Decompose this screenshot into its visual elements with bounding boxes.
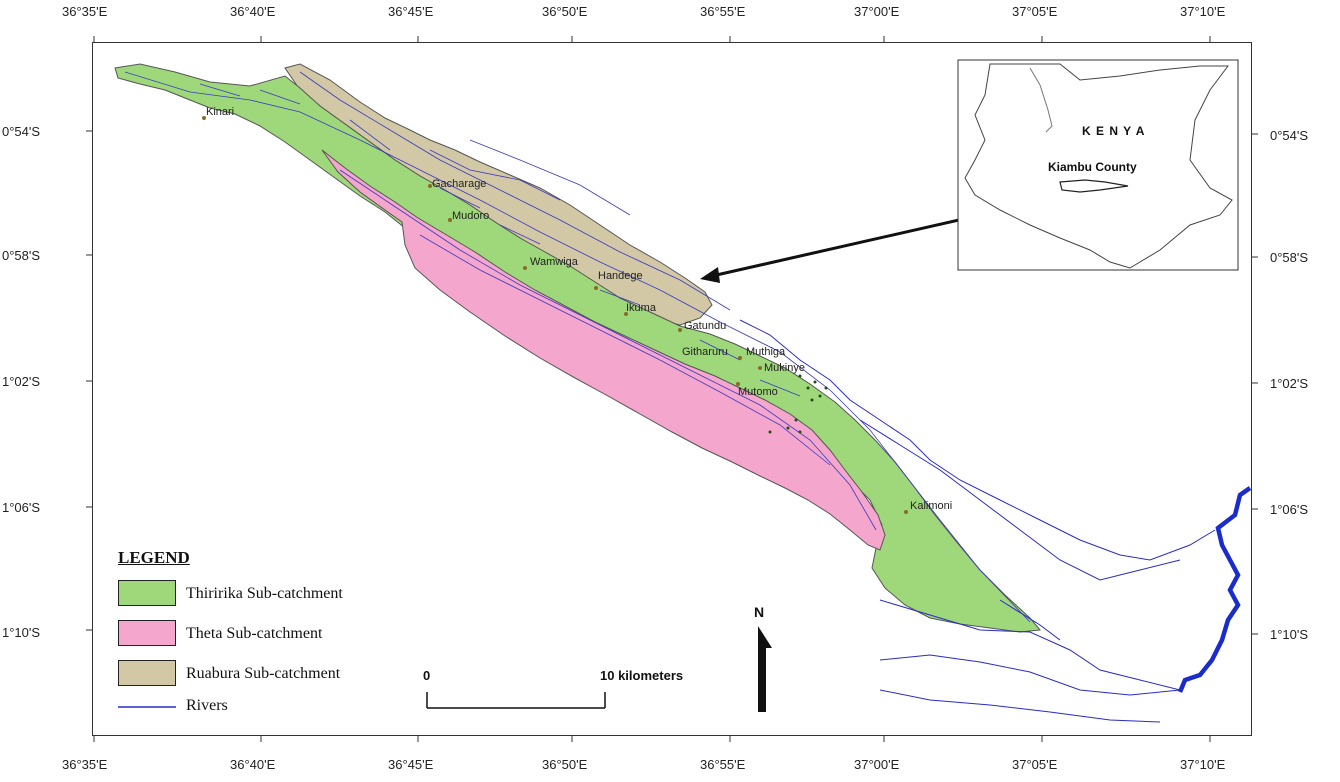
frame-ticks	[86, 36, 1258, 742]
left-coord-label: 1°06'S	[2, 500, 41, 515]
thiririka-subcatchment	[114, 63, 1041, 633]
legend-swatch-ruabura	[118, 660, 176, 686]
legend-title: LEGEND	[118, 548, 190, 567]
north-arrow	[758, 626, 772, 712]
left-coord-label: 0°58'S	[2, 248, 41, 263]
right-coord-label: 1°02'S	[1270, 376, 1309, 391]
left-coord-label: 1°02'S	[2, 374, 41, 389]
settlement-dots	[768, 374, 828, 434]
place-label-mukinye: Mukinye	[764, 362, 805, 374]
place-label-wamwiga: Wamwiga	[530, 256, 578, 268]
place-label-kalimoni: Kalimoni	[910, 500, 953, 512]
bottom-coord-label: 36°45'E	[388, 757, 434, 772]
left-coord-label: 1°10'S	[2, 625, 41, 640]
legend-label-rivers: Rivers	[186, 697, 228, 714]
top-coord-label: 37°10'E	[1180, 4, 1226, 19]
bottom-coord-label: 36°55'E	[700, 757, 746, 772]
legend-label-theta: Theta Sub-catchment	[186, 625, 323, 642]
bottom-coord-label: 37°10'E	[1180, 757, 1226, 772]
top-coord-label: 36°35'E	[62, 4, 108, 19]
inset-country-label: K E N Y A	[1082, 124, 1146, 138]
top-coord-label: 37°00'E	[854, 4, 900, 19]
left-coord-label: 0°54'S	[2, 124, 41, 139]
legend-label-ruabura: Ruabura Sub-catchment	[186, 665, 341, 682]
place-label-githaruru: Githaruru	[682, 346, 728, 358]
right-coord-label: 0°54'S	[1270, 128, 1309, 143]
bottom-coord-label: 36°35'E	[62, 757, 108, 772]
place-markers	[202, 116, 908, 514]
kenya-outline	[964, 63, 1233, 269]
kiambu-county-shape	[1059, 179, 1129, 193]
north-label: N	[754, 604, 765, 620]
inset-county-label: Kiambu County	[1048, 160, 1137, 174]
scale-end-label: 10 kilometers	[600, 668, 684, 683]
top-coord-label: 37°05'E	[1012, 4, 1058, 19]
bottom-coord-label: 36°50'E	[542, 757, 588, 772]
place-label-handege: Handege	[598, 270, 643, 282]
locator-arrowhead	[700, 267, 720, 283]
thick-river	[1177, 486, 1252, 693]
right-coord-label: 1°10'S	[1270, 627, 1309, 642]
scale-start-label: 0	[423, 668, 431, 683]
scale-bar	[426, 692, 606, 709]
lake-turkana	[1029, 67, 1053, 133]
place-label-gacharage: Gacharage	[432, 178, 487, 190]
top-coord-label: 36°55'E	[700, 4, 746, 19]
right-coord-label: 0°58'S	[1270, 250, 1309, 265]
bottom-coord-label: 36°40'E	[230, 757, 276, 772]
top-coord-label: 36°45'E	[388, 4, 434, 19]
right-coord-label: 1°06'S	[1270, 502, 1309, 517]
place-label-kinari: Kinari	[206, 106, 235, 118]
theta-subcatchment	[321, 149, 886, 551]
place-label-mudoro: Mudoro	[452, 210, 490, 222]
internal-rivers	[124, 71, 1031, 623]
external-rivers	[739, 319, 1216, 723]
top-coord-label: 36°50'E	[542, 4, 588, 19]
inset-frame	[957, 59, 1239, 271]
place-label-mutomo: Mutomo	[738, 386, 778, 398]
place-label-ikuma: Ikuma	[626, 302, 656, 314]
legend-swatch-theta	[118, 620, 176, 646]
legend-label-thiririka: Thiririka Sub-catchment	[186, 585, 343, 602]
bottom-coord-label: 37°00'E	[854, 757, 900, 772]
top-coord-label: 36°40'E	[230, 4, 276, 19]
map-frame	[92, 42, 1252, 736]
place-label-gatundu: Gatundu	[684, 320, 727, 332]
bottom-coord-label: 37°05'E	[1012, 757, 1058, 772]
legend-swatch-thiririka	[118, 580, 176, 606]
place-label-muthiga: Muthiga	[746, 346, 786, 358]
